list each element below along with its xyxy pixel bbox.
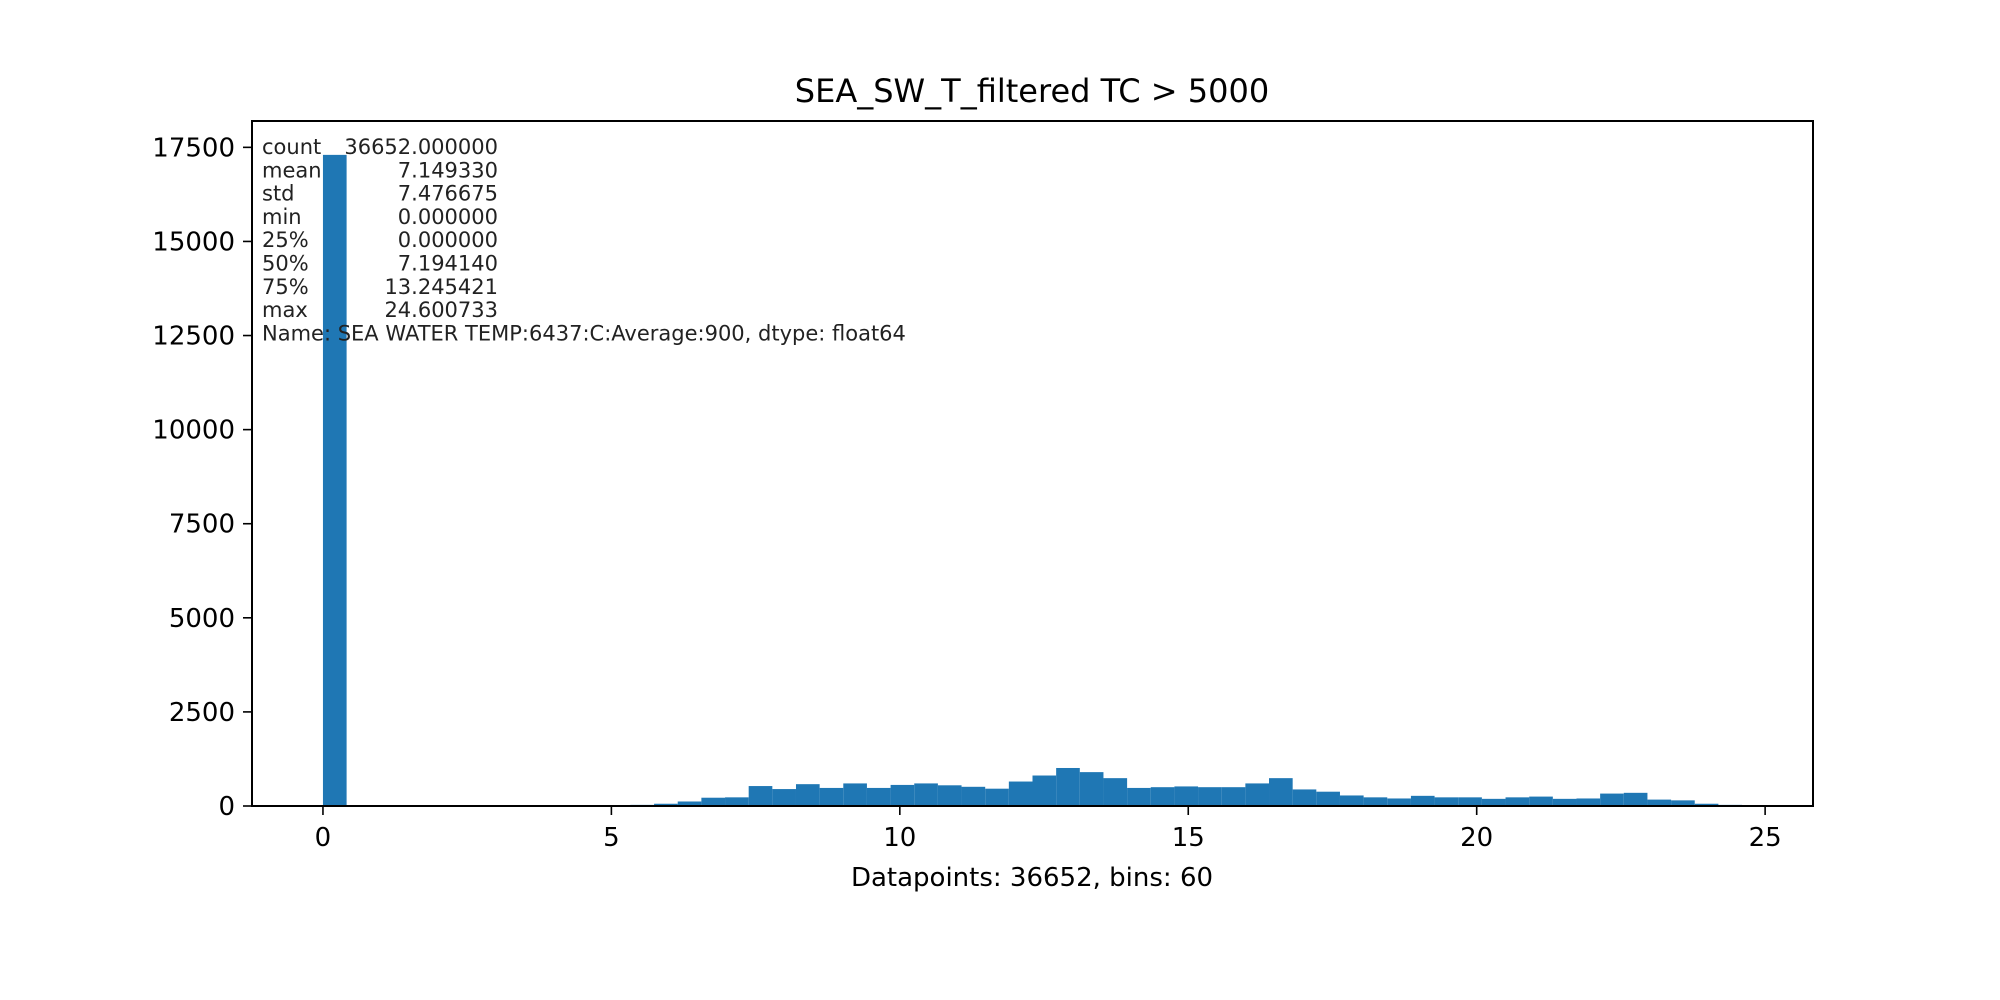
histogram-bar bbox=[866, 787, 891, 806]
stats-key: std bbox=[262, 182, 295, 206]
histogram-bar bbox=[701, 797, 726, 806]
stats-value: 7.194140 bbox=[398, 252, 498, 276]
stats-value: 0.000000 bbox=[398, 205, 498, 229]
stats-key: 50% bbox=[262, 252, 309, 276]
stats-key: 25% bbox=[262, 228, 309, 252]
histogram-bar bbox=[1079, 772, 1104, 806]
stats-key: mean bbox=[262, 158, 322, 182]
y-tick-label: 12500 bbox=[152, 322, 235, 352]
histogram-bar bbox=[1576, 798, 1601, 806]
stats-key: max bbox=[262, 298, 308, 322]
stats-value: 7.149330 bbox=[398, 158, 498, 182]
histogram-bar bbox=[725, 797, 749, 806]
histogram-bar bbox=[819, 787, 844, 806]
y-tick-label: 5000 bbox=[169, 604, 235, 634]
histogram-bar bbox=[1694, 803, 1719, 806]
x-tick-label: 5 bbox=[603, 823, 620, 853]
histogram-bar bbox=[985, 788, 1009, 806]
y-tick-label: 15000 bbox=[152, 227, 235, 257]
y-axis: 0 2500 5000 7500 10000 12500 15000 17500 bbox=[152, 133, 252, 822]
histogram-bar bbox=[937, 785, 962, 806]
plot-frame bbox=[251, 120, 1814, 807]
histogram-bar bbox=[1316, 791, 1340, 806]
stats-value: 36652.000000 bbox=[344, 135, 498, 159]
histogram-bar bbox=[1339, 795, 1364, 806]
histogram-bar bbox=[1127, 787, 1151, 806]
histogram-bar bbox=[1387, 798, 1411, 806]
histogram-bar bbox=[1481, 798, 1506, 806]
histogram-bar bbox=[1174, 786, 1199, 806]
x-tick-label: 10 bbox=[883, 823, 916, 853]
x-tick-label: 15 bbox=[1172, 823, 1205, 853]
y-tick-label: 7500 bbox=[169, 510, 235, 540]
x-tick-label: 0 bbox=[315, 823, 332, 853]
histogram-bar bbox=[1647, 799, 1672, 806]
histogram-bar bbox=[1221, 787, 1246, 806]
histogram-bar bbox=[795, 784, 820, 806]
stats-value: 24.600733 bbox=[384, 298, 498, 322]
stats-annotation: count 36652.000000 mean 7.149330 std 7.476675… bbox=[262, 135, 906, 345]
histogram-bar bbox=[1505, 797, 1530, 806]
histogram-bar bbox=[914, 783, 938, 806]
stats-key: min bbox=[262, 205, 302, 229]
histogram-bar bbox=[1056, 767, 1080, 806]
histogram-bar bbox=[1292, 789, 1317, 806]
stats-value: 0.000000 bbox=[398, 228, 498, 252]
histogram-bar bbox=[890, 784, 915, 806]
x-axis-label: Datapoints: 36652, bins: 60 bbox=[851, 863, 1213, 893]
histogram-bar bbox=[1600, 793, 1624, 806]
stats-value: 7.476675 bbox=[398, 182, 498, 206]
chart-title: SEA_SW_T_filtered TC > 5000 bbox=[795, 72, 1269, 110]
histogram-bar bbox=[961, 786, 986, 806]
x-tick-label: 20 bbox=[1460, 823, 1493, 853]
y-tick-label: 2500 bbox=[169, 698, 235, 728]
y-tick-label: 17500 bbox=[152, 133, 235, 163]
histogram-bar bbox=[1245, 783, 1270, 806]
histogram-bar bbox=[322, 154, 347, 806]
histogram-bar bbox=[843, 783, 867, 806]
stats-value: 13.245421 bbox=[384, 275, 498, 299]
bars-group bbox=[322, 154, 1743, 806]
histogram-bar bbox=[1103, 778, 1128, 806]
stats-footer: Name: SEA WATER TEMP:6437:C:Average:900,… bbox=[262, 321, 906, 345]
histogram-bar bbox=[772, 789, 796, 806]
histogram-bar bbox=[1529, 796, 1553, 806]
histogram-bar bbox=[748, 786, 773, 806]
histogram-bar bbox=[1269, 778, 1293, 806]
stats-key: 75% bbox=[262, 275, 309, 299]
x-tick-label: 25 bbox=[1749, 823, 1782, 853]
y-tick-label: 10000 bbox=[152, 416, 235, 446]
histogram-bar bbox=[677, 801, 702, 806]
histogram-bar bbox=[1008, 781, 1033, 806]
histogram-bar bbox=[1150, 787, 1175, 806]
y-tick-label: 0 bbox=[218, 792, 235, 822]
histogram-bar bbox=[1198, 787, 1222, 806]
histogram-bar bbox=[1032, 775, 1057, 806]
histogram-bar bbox=[654, 803, 678, 806]
histogram-bar bbox=[1552, 798, 1577, 806]
histogram-bar bbox=[1410, 795, 1435, 806]
stats-key: count bbox=[262, 135, 321, 159]
histogram-bar bbox=[1434, 797, 1459, 806]
histogram-bar bbox=[1623, 792, 1648, 806]
x-axis: 0 5 10 15 20 25 bbox=[315, 806, 1782, 853]
histogram-bar bbox=[1458, 797, 1482, 806]
histogram-bar bbox=[1671, 800, 1695, 806]
histogram-bar bbox=[1363, 797, 1388, 806]
